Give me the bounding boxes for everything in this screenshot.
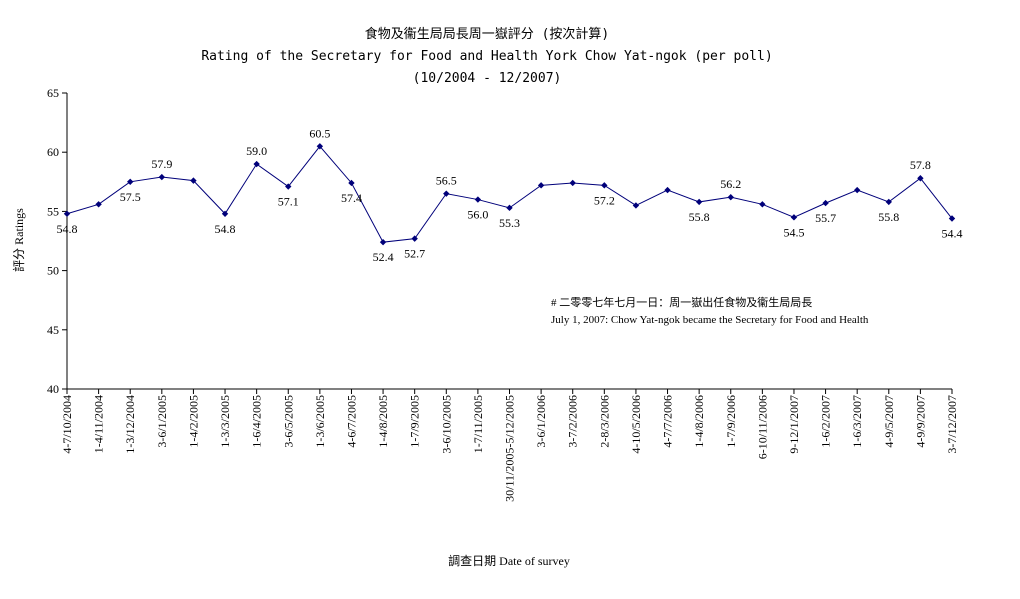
data-point (822, 199, 829, 207)
x-tick-label: 1-4/11/2004 (92, 395, 106, 453)
x-tick-label: 1-7/9/2005 (408, 395, 422, 448)
y-tick-label: 55 (47, 204, 59, 218)
x-tick-label: 1-6/2/2007 (819, 395, 833, 448)
x-tick-label: 4-9/9/2007 (913, 395, 927, 448)
data-point (569, 179, 576, 187)
data-label: 55.3 (499, 216, 520, 230)
data-point (537, 182, 545, 189)
x-tick-label: 1-7/9/2006 (724, 395, 738, 448)
y-tick-label: 65 (47, 86, 59, 100)
x-tick-label: 6-10/11/2006 (755, 395, 769, 459)
data-point (127, 178, 134, 185)
x-tick-label: 3-6/5/2005 (281, 395, 295, 448)
chart-title-zh: 食物及衞生局局長周一嶽評分 (按次計算) (365, 26, 609, 42)
x-tick-label: 1-3/12/2004 (123, 395, 137, 454)
x-tick-label: 3-7/12/2007 (945, 395, 959, 454)
data-label: 54.4 (942, 227, 963, 241)
x-tick-label: 3-6/10/2005 (439, 395, 453, 454)
data-point (221, 210, 229, 217)
data-point (411, 235, 418, 242)
data-label: 52.7 (404, 247, 425, 261)
data-label: 57.4 (341, 191, 362, 205)
data-point (95, 201, 102, 208)
data-label: 57.2 (594, 193, 615, 207)
x-axis: 4-7/10/2004 1-4/11/2004 1-3/12/2004 3-6/1/2… (60, 388, 959, 502)
data-label: 56.0 (467, 208, 488, 222)
x-tick-label: 1-4/8/2005 (376, 395, 390, 448)
y-tick-label: 40 (47, 382, 59, 396)
annotation-en: July 1, 2007: Chow Yat-ngok became the S… (551, 314, 869, 326)
data-point (759, 201, 766, 208)
chart-subtitle: (10/2004 - 12/2007) (413, 71, 562, 86)
y-axis: 40 45 50 55 60 65 (47, 86, 68, 396)
x-tick-label: 1-6/3/2007 (850, 395, 864, 448)
x-tick-label: 4-10/5/2006 (629, 395, 643, 454)
data-point (948, 215, 956, 222)
x-tick-label: 2-8/3/2006 (597, 395, 611, 448)
series-line (63, 143, 956, 246)
data-label: 56.2 (720, 177, 741, 191)
data-label: 54.5 (783, 225, 804, 239)
y-axis-title: 評分 Ratings (11, 208, 26, 272)
x-tick-label: 9-12/1/2007 (787, 395, 801, 454)
x-tick-label: 4-7/10/2004 (60, 395, 74, 454)
data-point (727, 193, 734, 201)
x-tick-label: 3-6/1/2006 (534, 395, 548, 448)
y-tick-label: 60 (47, 145, 59, 159)
data-point (285, 183, 292, 190)
x-tick-label: 1-7/11/2005 (471, 395, 485, 453)
x-tick-label: 30/11/2005-5/12/2005 (503, 395, 517, 502)
data-label: 55.8 (878, 210, 899, 224)
data-point (601, 182, 608, 189)
x-tick-label: 1-3/6/2005 (313, 395, 327, 448)
data-point (63, 210, 71, 217)
data-point (632, 202, 640, 209)
data-label: 57.5 (120, 190, 141, 204)
data-label: 54.8 (57, 222, 78, 236)
x-tick-label: 3-6/1/2005 (155, 395, 169, 448)
x-tick-label: 1-3/3/2005 (218, 395, 232, 448)
x-tick-label: 1-4/2/2005 (186, 395, 200, 448)
data-point (474, 196, 482, 203)
data-label: 54.8 (215, 222, 236, 236)
x-tick-label: 3-7/2/2006 (566, 395, 580, 448)
x-tick-label: 1-4/8/2006 (692, 395, 706, 448)
data-point (506, 204, 513, 212)
data-point (348, 179, 355, 187)
x-axis-title: 調查日期 Date of survey (448, 554, 570, 568)
data-point (443, 190, 450, 197)
data-point (853, 186, 861, 194)
data-point (695, 198, 703, 206)
data-point (158, 173, 166, 181)
x-tick-label: 4-7/7/2006 (661, 395, 675, 448)
data-labels: 54.8 57.5 57.9 54.8 59.0 57.1 60.5 57.4 52.4 52.7… (57, 126, 963, 264)
data-point (664, 186, 671, 194)
data-point (917, 175, 924, 182)
data-point (885, 198, 892, 206)
y-tick-label: 45 (47, 323, 59, 337)
y-tick-label: 50 (47, 264, 59, 278)
data-point (379, 238, 387, 246)
data-point (190, 177, 197, 184)
data-point (253, 160, 260, 168)
data-label: 52.4 (373, 250, 394, 264)
data-label: 56.5 (436, 174, 457, 188)
data-label: 57.8 (910, 158, 931, 172)
data-label: 59.0 (246, 144, 267, 158)
data-label: 57.1 (278, 195, 299, 209)
data-label: 55.7 (815, 211, 836, 225)
data-label: 60.5 (309, 126, 330, 140)
x-tick-label: 4-6/7/2005 (344, 395, 358, 448)
chart-title-en: Rating of the Secretary for Food and Hea… (201, 49, 772, 64)
annotation-zh: # 二零零七年七月一日：周一嶽出任食物及衞生局局長 (551, 295, 812, 309)
data-label: 57.9 (151, 157, 172, 171)
data-point (790, 214, 798, 221)
x-tick-label: 4-9/5/2007 (882, 395, 896, 448)
x-tick-label: 1-6/4/2005 (250, 395, 264, 448)
data-point (316, 143, 324, 150)
data-label: 55.8 (689, 210, 710, 224)
